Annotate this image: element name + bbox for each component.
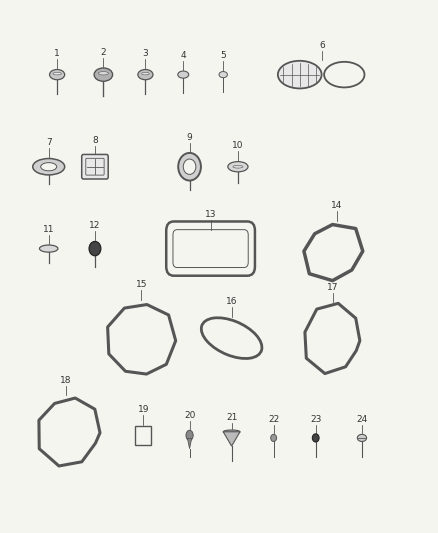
Text: 13: 13	[205, 211, 216, 220]
Ellipse shape	[183, 159, 196, 174]
Text: 11: 11	[43, 225, 54, 234]
Text: 19: 19	[138, 406, 149, 414]
FancyBboxPatch shape	[82, 155, 108, 179]
Ellipse shape	[278, 61, 321, 88]
Polygon shape	[223, 432, 240, 446]
Circle shape	[312, 434, 319, 442]
Ellipse shape	[141, 72, 149, 75]
Ellipse shape	[178, 71, 189, 78]
Ellipse shape	[228, 161, 248, 172]
Text: 5: 5	[220, 51, 226, 60]
Text: 24: 24	[357, 415, 367, 424]
Text: 8: 8	[92, 136, 98, 145]
Text: 12: 12	[89, 221, 101, 230]
Text: 10: 10	[232, 141, 244, 150]
Text: 9: 9	[187, 133, 192, 142]
Text: 4: 4	[180, 51, 186, 60]
Text: 3: 3	[142, 49, 148, 58]
Text: 16: 16	[226, 297, 237, 306]
Ellipse shape	[186, 430, 193, 440]
Text: 18: 18	[60, 376, 71, 385]
Ellipse shape	[33, 158, 65, 175]
Text: 6: 6	[319, 41, 325, 50]
Text: 17: 17	[327, 282, 338, 292]
Text: 23: 23	[310, 415, 321, 424]
Ellipse shape	[138, 69, 153, 80]
Text: 20: 20	[184, 411, 195, 420]
Text: 1: 1	[54, 49, 60, 58]
Ellipse shape	[53, 72, 61, 75]
Ellipse shape	[219, 71, 227, 78]
Polygon shape	[187, 439, 192, 449]
Ellipse shape	[223, 430, 240, 433]
Ellipse shape	[41, 163, 57, 171]
Ellipse shape	[94, 68, 113, 81]
Ellipse shape	[98, 71, 109, 75]
Text: 22: 22	[268, 415, 279, 424]
Text: 21: 21	[226, 413, 237, 422]
Ellipse shape	[178, 153, 201, 181]
Text: 2: 2	[101, 48, 106, 56]
Circle shape	[271, 434, 277, 441]
Text: 15: 15	[135, 280, 147, 289]
Ellipse shape	[49, 69, 65, 80]
Ellipse shape	[357, 434, 367, 441]
Ellipse shape	[89, 241, 101, 256]
Ellipse shape	[39, 245, 58, 252]
Bar	[135, 426, 151, 445]
Text: 14: 14	[331, 201, 343, 211]
Text: 7: 7	[46, 138, 52, 147]
